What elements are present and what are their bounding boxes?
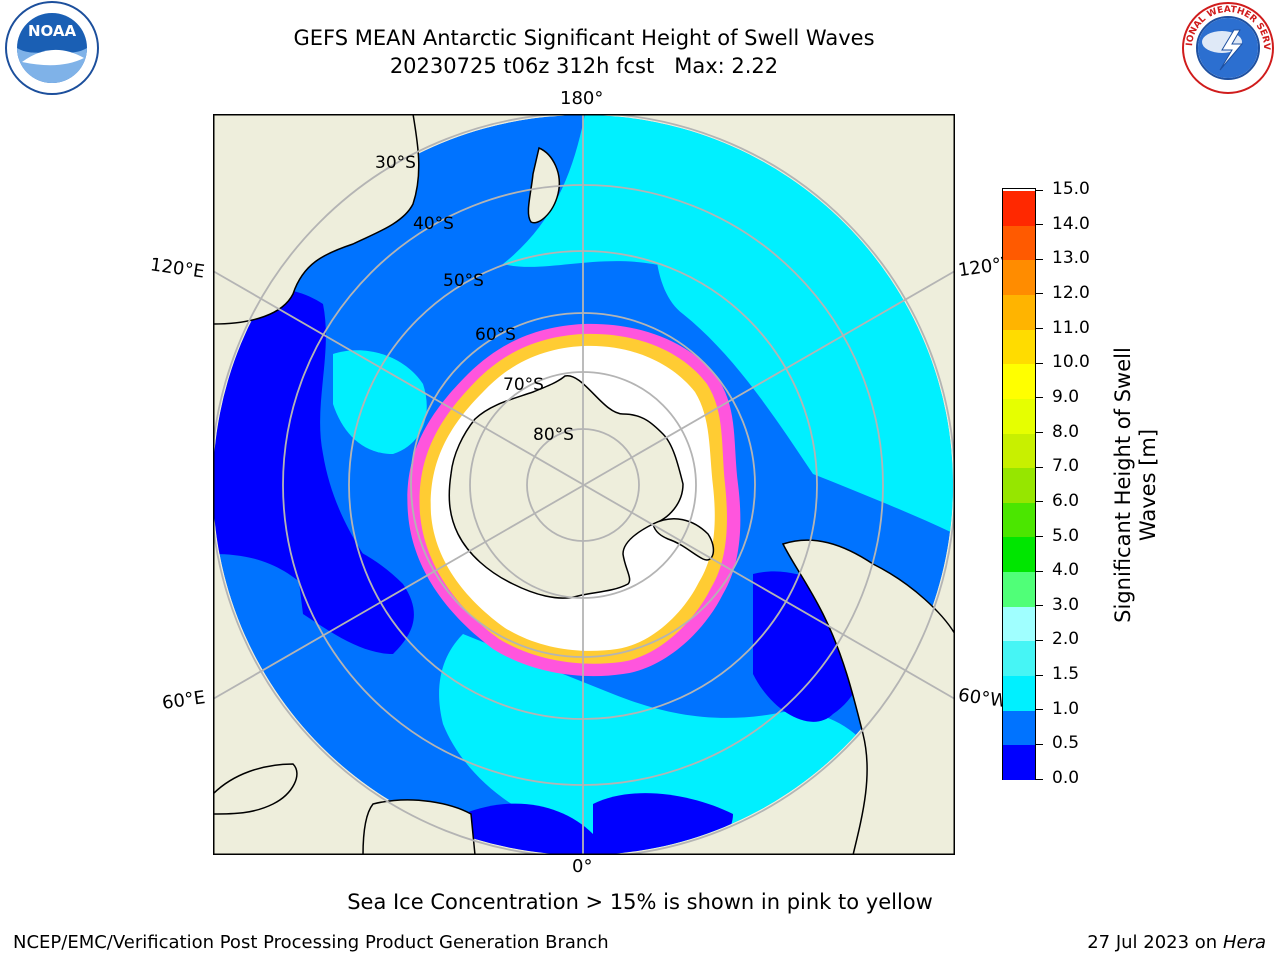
swell-band-southwest-calm: [293, 534, 414, 654]
colorbar-tick-label: 1.0: [1052, 698, 1080, 719]
colorbar-tick: [1036, 397, 1043, 399]
footer-date: 27 Jul 2023 on Hera: [1087, 932, 1266, 953]
lon-label-120e: 120°E: [148, 254, 206, 283]
sea-ice-caption: Sea Ice Concentration > 15% is shown in …: [347, 890, 933, 914]
colorbar-segment: [1003, 710, 1035, 746]
colorbar-segment: [1003, 294, 1035, 330]
colorbar-segment: [1003, 675, 1035, 711]
colorbar-title: Significant Height of Swell Waves [m]: [1111, 347, 1160, 623]
colorbar-tick: [1036, 674, 1043, 676]
colorbar-tick-label: 9.0: [1052, 386, 1080, 407]
colorbar-segment: [1003, 502, 1035, 538]
colorbar-tick-label: 5.0: [1052, 525, 1080, 546]
colorbar-segment: [1003, 398, 1035, 434]
colorbar-segment: [1003, 259, 1035, 295]
australia-land: [213, 114, 420, 325]
footer-date-text: 27 Jul 2023 on: [1087, 932, 1223, 953]
colorbar-tick: [1036, 570, 1043, 572]
colorbar-segment: [1003, 329, 1035, 365]
colorbar-segment: [1003, 536, 1035, 573]
swell-band-bottom-calm: [453, 803, 593, 855]
lon-label-60e: 60°E: [160, 687, 207, 714]
colorbar-tick-label: 3.0: [1052, 594, 1080, 615]
madagascar-land: [213, 763, 298, 815]
swell-band-south: [439, 634, 873, 852]
map-panel: 30°S 40°S 50°S 60°S 70°S 80°S: [213, 114, 955, 855]
colorbar-tick: [1036, 362, 1043, 364]
chart-title: GEFS MEAN Antarctic Significant Height o…: [293, 26, 875, 50]
colorbar-tick-label: 6.0: [1052, 490, 1080, 511]
colorbar-segment: [1003, 571, 1035, 607]
colorbar-tick-label: 1.5: [1052, 664, 1080, 685]
colorbar-tick-label: 2.0: [1052, 629, 1080, 650]
colorbar-segment: [1003, 190, 1035, 226]
lat-label-60s: 60°S: [475, 325, 516, 345]
colorbar-segment: [1003, 640, 1035, 677]
colorbar-tick: [1036, 709, 1043, 711]
colorbar-tick: [1036, 605, 1043, 607]
lon-label-180: 180°: [560, 88, 604, 109]
colorbar-segment: [1003, 433, 1035, 469]
colorbar-tick: [1036, 501, 1043, 503]
lat-label-40s: 40°S: [413, 214, 454, 234]
colorbar-tick: [1036, 778, 1043, 780]
colorbar-tick-label: 8.0: [1052, 421, 1080, 442]
colorbar-segment: [1003, 225, 1035, 261]
meridian-60e-120w: [213, 270, 955, 700]
footer-host: Hera: [1222, 932, 1266, 953]
colorbar-tick-label: 15.0: [1052, 179, 1090, 199]
colorbar-tick: [1036, 743, 1043, 745]
colorbar-tick: [1036, 293, 1043, 295]
lon-label-0: 0°: [572, 856, 593, 877]
lat-label-30s: 30°S: [375, 153, 416, 173]
map-frame: [213, 114, 955, 855]
colorbar: [1002, 188, 1036, 780]
colorbar-tick-label: 4.0: [1052, 560, 1080, 581]
africa-land: [362, 799, 476, 855]
chart-subtitle: 20230725 t06z 312h fcst Max: 2.22: [389, 54, 779, 78]
colorbar-tick-label: 12.0: [1052, 282, 1090, 303]
colorbar-tick-label: 13.0: [1052, 248, 1090, 269]
swell-band-northeast: [654, 124, 953, 534]
national-weather-service-logo-icon: NATIONAL WEATHER SERVICE: [1172, 0, 1280, 104]
antarctica-land: [448, 375, 684, 599]
colorbar-segment: [1003, 744, 1035, 780]
colorbar-tick-label: 11.0: [1052, 317, 1090, 338]
colorbar-tick: [1036, 536, 1043, 537]
colorbar-tick: [1036, 432, 1043, 433]
colorbar-segment: [1003, 363, 1035, 399]
new-zealand-land: [527, 146, 560, 224]
colorbar-tick-label: 7.0: [1052, 456, 1080, 477]
lat-label-50s: 50°S: [443, 271, 484, 291]
colorbar-tick: [1036, 224, 1043, 226]
colorbar-tick: [1036, 189, 1043, 191]
noaa-logo-text: NOAA: [28, 22, 77, 40]
swell-band-west-calm: [213, 287, 383, 605]
noaa-logo-icon: NOAA: [0, 0, 104, 104]
colorbar-segment: [1003, 467, 1035, 503]
colorbar-tick-label: 14.0: [1052, 213, 1090, 234]
colorbar-tick: [1036, 466, 1043, 468]
colorbar-segment: [1003, 606, 1035, 642]
colorbar-tick: [1036, 258, 1043, 260]
lat-label-70s: 70°S: [503, 375, 544, 395]
footer-credit: NCEP/EMC/Verification Post Processing Pr…: [13, 932, 609, 953]
colorbar-tick: [1036, 328, 1043, 330]
colorbar-tick-label: 0.5: [1052, 733, 1080, 754]
colorbar-tick-label: 10.0: [1052, 352, 1090, 373]
graticule: [213, 114, 955, 855]
lat-label-80s: 80°S: [533, 425, 574, 445]
colorbar-tick-label: 0.0: [1052, 768, 1080, 788]
colorbar-tick: [1036, 639, 1043, 641]
